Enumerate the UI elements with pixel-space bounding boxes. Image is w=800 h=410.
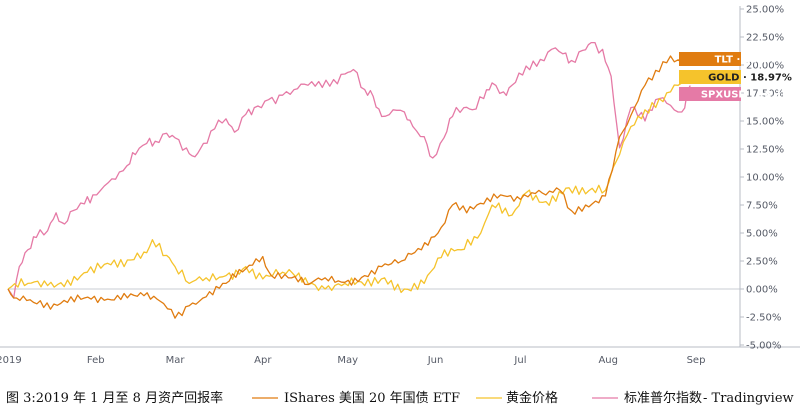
caption-source: - Tradingview	[703, 391, 794, 406]
caption-layer: 图 3:2019 年 1 月至 8 月资产回报率 IShares 美国 20 年国…	[6, 390, 794, 406]
series-line-spxusd	[7, 41, 691, 299]
x-tick-label: Aug	[598, 355, 618, 366]
legend-item: 标准普尔指数	[592, 391, 702, 406]
y-tick-label: -5.00%	[746, 341, 781, 352]
value-tag-text: SPXUSD · 18.16%	[701, 90, 799, 101]
y-tick-label: 25.00%	[746, 5, 784, 16]
caption-title: 图 3:2019 年 1 月至 8 月资产回报率	[6, 390, 223, 406]
legend-item: 黄金价格	[476, 390, 558, 406]
y-tick-label: 12.50%	[746, 145, 784, 156]
series-layer	[7, 41, 691, 319]
value-tag-tlt: TLT · 20.54%	[679, 52, 785, 66]
x-tick-label: Sep	[687, 355, 706, 366]
y-tick-label: -2.50%	[746, 313, 781, 324]
x-tick-label: Jul	[513, 355, 526, 366]
x-tick-label: Mar	[166, 355, 186, 366]
tag-layer: TLT · 20.54% GOLD · 18.97% SPXUSD · 18.16%	[679, 52, 799, 101]
axis-layer: 25.00% 22.50% 20.00% 17.50% 15.00% 12.50% 10.0…	[0, 5, 800, 366]
y-tick-label: 17.50%	[746, 89, 784, 100]
value-tag-bg	[679, 87, 741, 101]
legend-label: IShares 美国 20 年国债 ETF	[284, 391, 460, 406]
x-tick-label: 2019	[0, 355, 22, 366]
y-tick-label: 0.00%	[746, 285, 778, 296]
legend-label: 标准普尔指数	[624, 391, 702, 406]
y-tick-label: 7.50%	[746, 201, 778, 212]
y-tick-label: 2.50%	[746, 257, 778, 268]
legend-item: IShares 美国 20 年国债 ETF	[252, 391, 460, 406]
value-tag-text: GOLD · 18.97%	[708, 73, 792, 84]
y-tick-label: 15.00%	[746, 117, 784, 128]
value-tag-text: TLT · 20.54%	[715, 55, 786, 66]
legend-label: 黄金价格	[506, 390, 558, 406]
x-tick-label: May	[337, 355, 358, 366]
x-tick-label: Feb	[87, 355, 105, 366]
y-tick-label: 10.00%	[746, 173, 784, 184]
x-tick-label: Jun	[427, 355, 444, 366]
y-tick-label: 22.50%	[746, 33, 784, 44]
x-tick-label: Apr	[254, 355, 272, 366]
y-tick-label: 20.00%	[746, 61, 784, 72]
y-tick-label: 5.00%	[746, 229, 778, 240]
figure-caption: 图 3:2019 年 1 月至 8 月资产回报率 IShares 美国 20 年国…	[6, 390, 794, 406]
value-tag-spxusd: SPXUSD · 18.16%	[679, 87, 799, 101]
value-tag-bg	[679, 70, 741, 84]
series-line-gold	[7, 76, 691, 294]
value-tag-gold: GOLD · 18.97%	[679, 70, 792, 84]
series-line-tlt	[7, 55, 691, 319]
value-tag-bg	[679, 52, 741, 66]
